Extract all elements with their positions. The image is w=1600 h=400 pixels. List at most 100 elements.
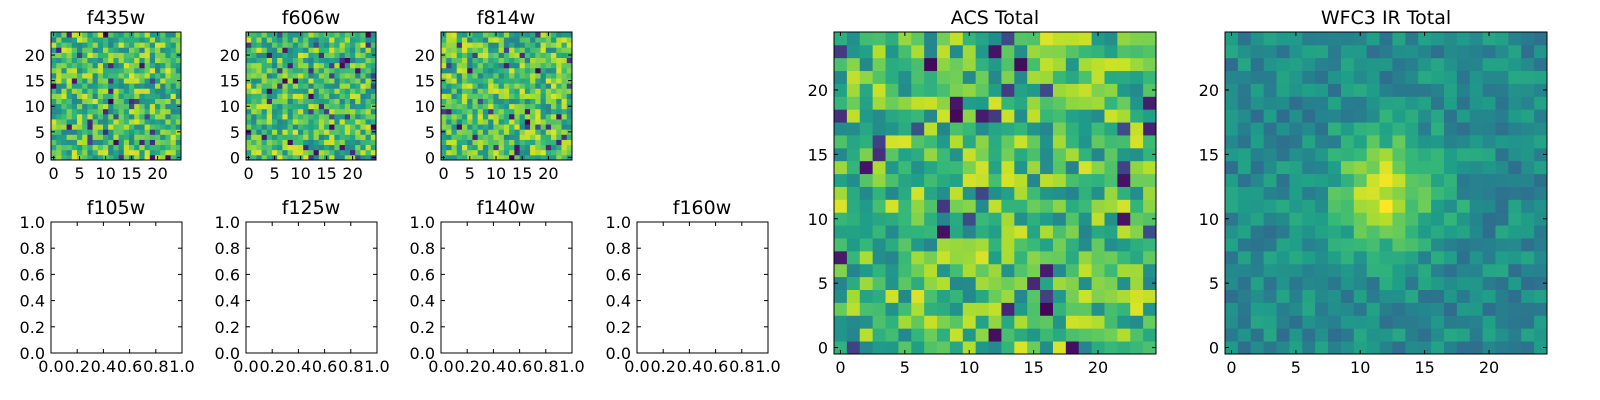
- heatmap-cell: [287, 72, 294, 79]
- heatmap-cell: [261, 149, 268, 156]
- heatmap-cell: [1237, 57, 1252, 72]
- heatmap-cell: [885, 263, 899, 278]
- panel-title: ACS Total: [951, 7, 1039, 29]
- heatmap-cell: [937, 250, 951, 265]
- heatmap-cell: [514, 62, 520, 69]
- heatmap-cell: [975, 70, 989, 84]
- heatmap-cell: [949, 173, 964, 187]
- heatmap-cell: [292, 144, 299, 151]
- heatmap-cell: [56, 47, 62, 53]
- heatmap-cell: [514, 108, 520, 115]
- heatmap-cell: [318, 124, 325, 130]
- heatmap-cell: [498, 62, 505, 69]
- heatmap-cell: [1027, 44, 1041, 59]
- heatmap-cell: [1508, 44, 1522, 59]
- heatmap-cell: [1315, 250, 1329, 265]
- heatmap-cell: [1130, 83, 1144, 97]
- heatmap-cell: [456, 134, 463, 140]
- heatmap-cell: [1443, 160, 1458, 175]
- heatmap-cell: [551, 83, 557, 89]
- heatmap-cell: [92, 37, 99, 43]
- heatmap-cell: [1052, 302, 1067, 316]
- heatmap-cell: [1482, 147, 1496, 162]
- heatmap-cell: [949, 44, 964, 59]
- heatmap-cell: [1405, 83, 1419, 97]
- heatmap-cell: [144, 42, 151, 48]
- heatmap-cell: [87, 124, 93, 130]
- heatmap-cell: [1469, 44, 1483, 59]
- heatmap-cell: [66, 144, 73, 151]
- heatmap-cell: [134, 42, 140, 48]
- heatmap-cell: [514, 124, 520, 130]
- heatmap-cell: [498, 83, 505, 89]
- heatmap-cell: [488, 98, 494, 105]
- heatmap-cell: [56, 88, 62, 94]
- heatmap-cell: [108, 32, 114, 38]
- heatmap-cell: [1392, 173, 1406, 187]
- heatmap-cell: [566, 108, 573, 115]
- panel-title: f125w: [282, 197, 341, 219]
- heatmap-cell: [949, 186, 964, 200]
- heatmap-cell: [313, 98, 320, 105]
- heatmap-cell: [498, 144, 505, 151]
- heatmap-cell: [467, 67, 473, 74]
- heatmap-cell: [551, 32, 557, 38]
- y-tick-label: 0.4: [606, 292, 631, 311]
- heatmap-cell: [123, 144, 130, 151]
- heatmap-cell: [519, 98, 526, 105]
- heatmap-cell: [324, 62, 330, 69]
- heatmap-cell: [292, 124, 299, 130]
- heatmap-cell: [846, 276, 861, 290]
- heatmap-cell: [66, 119, 73, 125]
- heatmap-cell: [519, 149, 526, 156]
- heatmap-cell: [344, 83, 351, 89]
- heatmap-cell: [846, 83, 861, 97]
- heatmap-cell: [165, 154, 171, 161]
- heatmap-cell: [1315, 212, 1329, 226]
- heatmap-cell: [566, 119, 573, 125]
- heatmap-cell: [344, 52, 351, 58]
- heatmap-cell: [287, 37, 294, 43]
- heatmap-cell: [1302, 341, 1316, 355]
- heatmap-cell: [66, 103, 73, 110]
- heatmap-cell: [87, 52, 93, 58]
- heatmap-cell: [911, 32, 925, 46]
- heatmap-cell: [545, 124, 552, 130]
- heatmap-cell: [103, 37, 109, 43]
- heatmap-cell: [1469, 328, 1483, 342]
- heatmap-cell: [160, 144, 166, 151]
- heatmap-cell: [1508, 83, 1522, 97]
- heatmap-cell: [1250, 44, 1265, 59]
- heatmap-cell: [1405, 147, 1419, 162]
- heatmap-cell: [292, 139, 299, 146]
- heatmap-cell: [170, 32, 177, 38]
- x-tick-label: 0.2: [454, 357, 479, 376]
- heatmap-cell: [1276, 83, 1290, 97]
- heatmap-cell: [1443, 83, 1458, 97]
- heatmap-cell: [1353, 212, 1368, 226]
- heatmap-cell: [318, 62, 325, 69]
- heatmap-cell: [155, 72, 161, 79]
- heatmap-cell: [134, 144, 140, 151]
- x-tick-label: 1.0: [559, 357, 584, 376]
- heatmap-cell: [1276, 173, 1290, 187]
- heatmap-cell: [975, 225, 989, 239]
- heatmap-cell: [1340, 122, 1355, 136]
- heatmap-cell: [1392, 238, 1406, 252]
- heatmap-cell: [360, 103, 366, 110]
- heatmap-cell: [962, 302, 977, 316]
- heatmap-cell: [446, 62, 452, 69]
- y-tick-label: 1.0: [606, 213, 631, 232]
- heatmap-cell: [97, 57, 104, 64]
- heatmap-cell: [514, 83, 520, 89]
- heatmap-cell: [561, 93, 568, 99]
- heatmap-cell: [1379, 341, 1393, 355]
- heatmap-cell: [77, 88, 83, 94]
- heatmap-cell: [324, 88, 330, 94]
- heatmap-cell: [1353, 302, 1368, 316]
- heatmap-cell: [1534, 199, 1548, 213]
- heatmap-cell: [246, 57, 252, 64]
- heatmap-cell: [1366, 302, 1380, 316]
- heatmap-cell: [962, 276, 977, 290]
- heatmap-cell: [1443, 135, 1458, 149]
